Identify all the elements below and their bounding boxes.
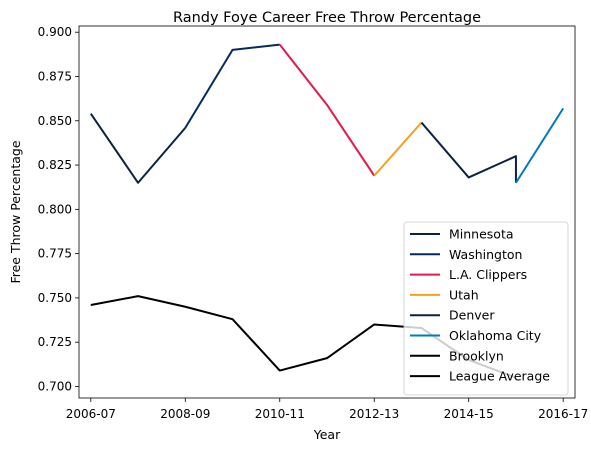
plot-frame (78, 25, 576, 399)
y-tick-label: 0.825 (38, 158, 72, 172)
x-tick-label: 2010-11 (255, 407, 305, 421)
chart-title: Randy Foye Career Free Throw Percentage (173, 10, 481, 26)
series-line-washington (184, 43, 280, 129)
y-tick-label: 0.750 (38, 291, 72, 305)
legend-label-washington: Washington (449, 247, 522, 262)
legend-label-league-average: League Average (449, 369, 550, 384)
legend-label-utah: Utah (449, 287, 479, 302)
x-axis-ticks: 2006-07 2008-09 2010-11 2012-13 2014-15 2016-… (66, 398, 588, 421)
y-tick-label: 0.875 (38, 69, 72, 83)
series-line-utah (373, 121, 423, 177)
x-tick-label: 2014-15 (444, 407, 494, 421)
y-axis-ticks: 0.700 0.725 0.750 0.775 0.800 0.825 0.850 0.875… (38, 25, 79, 393)
y-tick-label: 0.700 (38, 379, 72, 393)
legend-label-minnesota: Minnesota (449, 227, 514, 242)
legend-label-oklahoma-city: Oklahoma City (449, 328, 542, 343)
legend-box (403, 221, 569, 396)
y-tick-label: 0.800 (38, 202, 72, 216)
y-tick-label: 0.775 (38, 247, 72, 261)
series-line-denver (420, 121, 517, 183)
legend-label-denver: Denver (449, 308, 495, 323)
legend-label-brooklyn: Brooklyn (449, 348, 504, 363)
x-tick-label: 2006-07 (66, 407, 116, 421)
x-axis-label: Year (313, 427, 341, 442)
y-tick-label: 0.850 (38, 114, 72, 128)
legend: Minnesota Washington L.A. Clippers Utah Denv… (403, 221, 569, 396)
y-axis-label: Free Throw Percentage (8, 140, 23, 283)
x-tick-label: 2016-17 (538, 407, 588, 421)
x-tick-label: 2008-09 (160, 407, 210, 421)
x-tick-label: 2012-13 (349, 407, 399, 421)
legend-label-l-a-clippers: L.A. Clippers (449, 267, 527, 282)
series-line-l-a-clippers (278, 43, 376, 177)
series-line-oklahoma-city (515, 107, 565, 184)
y-tick-label: 0.725 (38, 335, 72, 349)
y-tick-label: 0.900 (38, 25, 72, 39)
series-line-minnesota (89, 113, 187, 184)
